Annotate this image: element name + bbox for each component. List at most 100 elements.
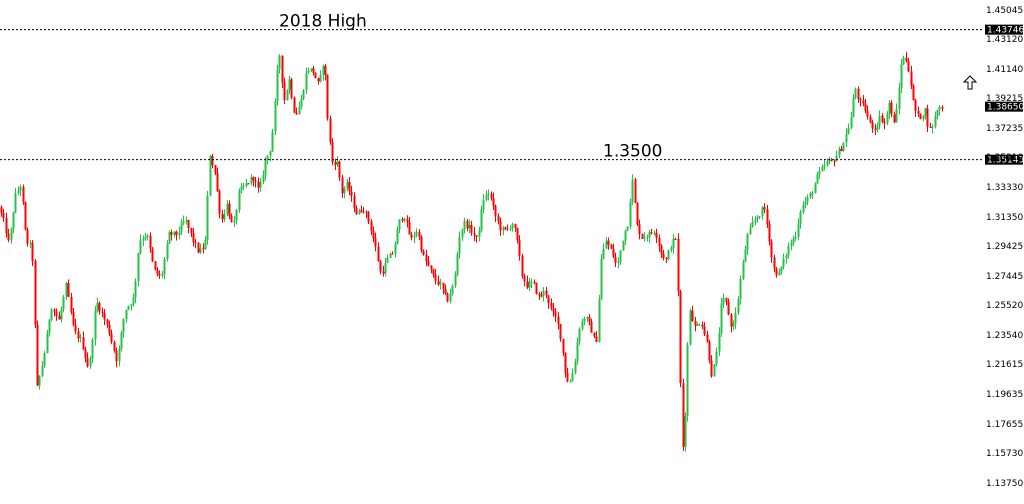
candle-body bbox=[238, 190, 241, 211]
candle-body bbox=[326, 74, 329, 119]
candle-body bbox=[847, 127, 850, 135]
candle-body bbox=[178, 232, 181, 236]
candle-body bbox=[617, 261, 620, 263]
candle-body bbox=[12, 212, 15, 229]
candle-body bbox=[511, 223, 514, 229]
candle-body bbox=[226, 203, 229, 215]
candle-body bbox=[413, 236, 416, 238]
candle-body bbox=[658, 237, 661, 246]
candle-body bbox=[355, 207, 358, 215]
candle-body bbox=[454, 274, 457, 286]
candle-body bbox=[559, 323, 562, 339]
candle-body bbox=[490, 193, 493, 199]
candle-body bbox=[924, 108, 927, 116]
candle-body bbox=[218, 190, 221, 214]
candle-body bbox=[662, 253, 665, 259]
candle-body bbox=[751, 221, 754, 228]
y-tick-label: 1.23540 bbox=[986, 331, 1023, 341]
candle-body bbox=[682, 383, 685, 447]
candle-body bbox=[566, 372, 569, 382]
candle-body bbox=[504, 227, 507, 229]
candle-body bbox=[463, 220, 466, 230]
candle-body bbox=[53, 309, 56, 312]
candle-body bbox=[79, 337, 82, 339]
candle-body bbox=[763, 207, 766, 210]
candle-body bbox=[408, 222, 411, 235]
candle-body bbox=[871, 122, 874, 129]
candle-body bbox=[730, 314, 733, 327]
candle-body bbox=[446, 293, 449, 302]
candle-body bbox=[859, 99, 862, 101]
candle-body bbox=[293, 97, 296, 113]
candle-body bbox=[278, 55, 281, 70]
candle-body bbox=[480, 209, 483, 231]
candle-body bbox=[475, 235, 478, 237]
candle-body bbox=[358, 210, 361, 215]
candle-body bbox=[245, 183, 248, 186]
candle-body bbox=[350, 191, 353, 196]
candle-body bbox=[14, 193, 17, 213]
candle-body bbox=[122, 319, 125, 333]
candle-body bbox=[5, 218, 8, 234]
candle-body bbox=[878, 115, 881, 126]
candle-body bbox=[290, 79, 293, 98]
candle-body bbox=[734, 312, 737, 324]
candle-body bbox=[754, 219, 757, 222]
candle-body bbox=[374, 238, 377, 247]
candle-body bbox=[77, 331, 80, 339]
candle-body bbox=[631, 179, 634, 203]
candle-body bbox=[626, 226, 629, 231]
candle-body bbox=[696, 324, 699, 326]
current-price-label: 1.38650 bbox=[987, 103, 1024, 113]
candle-body bbox=[216, 173, 219, 191]
candle-body bbox=[202, 248, 205, 250]
candle-body bbox=[564, 352, 567, 373]
candle-body bbox=[816, 174, 819, 184]
candle-body bbox=[494, 205, 497, 217]
candle-body bbox=[182, 220, 185, 224]
candle-body bbox=[168, 232, 171, 244]
up-arrow-icon[interactable] bbox=[962, 75, 978, 90]
candle-body bbox=[898, 88, 901, 109]
candle-body bbox=[2, 212, 5, 219]
candle-body bbox=[372, 230, 375, 239]
candle-body bbox=[247, 183, 250, 185]
level-annotation: 1.3500 bbox=[603, 142, 662, 162]
candle-body bbox=[612, 248, 615, 258]
candle-body bbox=[240, 186, 243, 191]
level-price-box bbox=[985, 154, 1023, 165]
candle-body bbox=[610, 244, 613, 249]
candle-body bbox=[26, 229, 29, 244]
candle-body bbox=[533, 281, 536, 283]
y-tick-label: 1.15730 bbox=[986, 449, 1023, 459]
candle-body bbox=[526, 281, 529, 288]
y-tick-label: 1.35310 bbox=[986, 153, 1023, 163]
candle-body bbox=[787, 245, 790, 256]
candle-body bbox=[434, 274, 437, 281]
candle-body bbox=[370, 221, 373, 231]
candle-body bbox=[74, 324, 77, 332]
candle-body bbox=[336, 161, 339, 165]
candle-body bbox=[149, 235, 152, 249]
candle-body bbox=[852, 98, 855, 117]
candle-body bbox=[197, 242, 200, 253]
candle-body bbox=[646, 237, 649, 239]
candle-body bbox=[502, 227, 505, 231]
candle-body bbox=[127, 306, 130, 310]
candle-body bbox=[17, 190, 20, 194]
candle-body bbox=[497, 216, 500, 222]
candle-body bbox=[72, 312, 75, 325]
candle-body bbox=[665, 258, 668, 260]
candle-body bbox=[917, 111, 920, 114]
candle-body bbox=[854, 88, 857, 99]
candle-body bbox=[814, 183, 817, 194]
candle-body bbox=[206, 195, 209, 241]
level-annotation: 2018 High bbox=[279, 12, 367, 32]
y-tick-label: 1.39215 bbox=[986, 94, 1023, 104]
candle-body bbox=[442, 282, 445, 289]
candle-body bbox=[523, 276, 526, 282]
candle-body bbox=[785, 255, 788, 259]
candle-body bbox=[259, 182, 262, 188]
candle-body bbox=[797, 224, 800, 237]
y-tick-label: 1.21615 bbox=[986, 360, 1023, 370]
